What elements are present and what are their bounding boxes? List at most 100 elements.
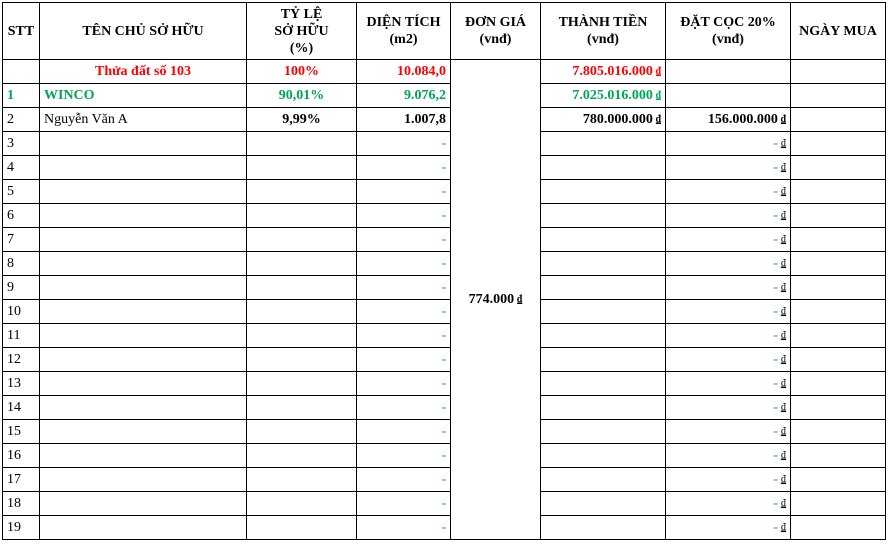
cell-total[interactable]: [540, 347, 666, 372]
cell-deposit[interactable]: - ₫: [665, 395, 791, 420]
cell-purchase-date[interactable]: [790, 83, 886, 108]
cell-ratio[interactable]: [246, 467, 357, 492]
cell-ratio[interactable]: [246, 299, 357, 324]
cell-owner-name[interactable]: [39, 155, 247, 180]
cell-deposit[interactable]: - ₫: [665, 419, 791, 444]
cell-purchase-date[interactable]: [790, 227, 886, 252]
plot-area-cell[interactable]: 10.084,0: [356, 59, 451, 84]
cell-owner-name[interactable]: [39, 299, 247, 324]
cell-owner-name[interactable]: [39, 347, 247, 372]
cell-ratio[interactable]: [246, 515, 357, 540]
cell-owner-name[interactable]: Nguyễn Văn A: [39, 107, 247, 132]
cell-stt[interactable]: 8: [2, 251, 40, 276]
cell-ratio[interactable]: 90,01%: [246, 83, 357, 108]
cell-purchase-date[interactable]: [790, 155, 886, 180]
cell-deposit[interactable]: 156.000.000 ₫: [665, 107, 791, 132]
cell-area[interactable]: -: [356, 347, 451, 372]
cell-owner-name[interactable]: [39, 179, 247, 204]
cell-deposit[interactable]: - ₫: [665, 299, 791, 324]
cell-ratio[interactable]: [246, 443, 357, 468]
cell-total[interactable]: [540, 467, 666, 492]
cell-purchase-date[interactable]: [790, 371, 886, 396]
cell-stt[interactable]: 9: [2, 275, 40, 300]
cell-stt[interactable]: 14: [2, 395, 40, 420]
cell-stt[interactable]: 7: [2, 227, 40, 252]
cell-total[interactable]: [540, 227, 666, 252]
cell-ratio[interactable]: [246, 371, 357, 396]
cell-area[interactable]: -: [356, 395, 451, 420]
cell-deposit[interactable]: - ₫: [665, 443, 791, 468]
cell-owner-name[interactable]: [39, 515, 247, 540]
cell-area[interactable]: -: [356, 491, 451, 516]
cell-stt[interactable]: 2: [2, 107, 40, 132]
cell-total[interactable]: [540, 491, 666, 516]
header-area[interactable]: DIỆN TÍCH (m2): [356, 2, 451, 60]
cell-owner-name[interactable]: [39, 467, 247, 492]
cell-purchase-date[interactable]: [790, 275, 886, 300]
cell-deposit[interactable]: - ₫: [665, 179, 791, 204]
cell-purchase-date[interactable]: [790, 299, 886, 324]
cell-ratio[interactable]: [246, 155, 357, 180]
cell-purchase-date[interactable]: [790, 515, 886, 540]
cell-total[interactable]: 7.025.016.000 ₫: [540, 83, 666, 108]
cell-area[interactable]: -: [356, 515, 451, 540]
cell-area[interactable]: -: [356, 155, 451, 180]
cell-area[interactable]: -: [356, 179, 451, 204]
plot-name-cell[interactable]: Thửa đất số 103: [39, 59, 247, 84]
cell-ratio[interactable]: [246, 347, 357, 372]
cell-ratio[interactable]: [246, 227, 357, 252]
cell-deposit[interactable]: - ₫: [665, 203, 791, 228]
plot-deposit-cell[interactable]: [665, 59, 791, 84]
cell-stt[interactable]: 1: [2, 83, 40, 108]
cell-stt[interactable]: 13: [2, 371, 40, 396]
cell-total[interactable]: [540, 299, 666, 324]
cell-owner-name[interactable]: [39, 275, 247, 300]
cell-ratio[interactable]: 9,99%: [246, 107, 357, 132]
header-owner[interactable]: TÊN CHỦ SỞ HỮU: [39, 2, 247, 60]
cell-stt[interactable]: 3: [2, 131, 40, 156]
cell-owner-name[interactable]: [39, 323, 247, 348]
cell-owner-name[interactable]: [39, 131, 247, 156]
cell-owner-name[interactable]: [39, 419, 247, 444]
cell-owner-name[interactable]: WINCO: [39, 83, 247, 108]
header-ratio[interactable]: TỶ LỆ SỞ HỮU (%): [246, 2, 357, 60]
cell-area[interactable]: -: [356, 323, 451, 348]
cell-area[interactable]: -: [356, 227, 451, 252]
cell-purchase-date[interactable]: [790, 323, 886, 348]
cell-ratio[interactable]: [246, 131, 357, 156]
cell-area[interactable]: 1.007,8: [356, 107, 451, 132]
cell-owner-name[interactable]: [39, 491, 247, 516]
cell-stt[interactable]: 16: [2, 443, 40, 468]
cell-total[interactable]: [540, 515, 666, 540]
cell-total[interactable]: [540, 179, 666, 204]
cell-purchase-date[interactable]: [790, 491, 886, 516]
cell-deposit[interactable]: - ₫: [665, 131, 791, 156]
cell-deposit[interactable]: - ₫: [665, 275, 791, 300]
cell-purchase-date[interactable]: [790, 203, 886, 228]
cell-area[interactable]: -: [356, 251, 451, 276]
cell-area[interactable]: -: [356, 203, 451, 228]
cell-purchase-date[interactable]: [790, 347, 886, 372]
cell-deposit[interactable]: - ₫: [665, 251, 791, 276]
cell-stt[interactable]: 12: [2, 347, 40, 372]
cell-deposit[interactable]: - ₫: [665, 515, 791, 540]
plot-ratio-cell[interactable]: 100%: [246, 59, 357, 84]
cell-owner-name[interactable]: [39, 371, 247, 396]
cell-owner-name[interactable]: [39, 395, 247, 420]
cell-total[interactable]: [540, 323, 666, 348]
cell-purchase-date[interactable]: [790, 467, 886, 492]
cell-total[interactable]: [540, 275, 666, 300]
unit-price-cell[interactable]: 774.000 ₫: [450, 59, 541, 540]
cell-purchase-date[interactable]: [790, 443, 886, 468]
cell-purchase-date[interactable]: [790, 251, 886, 276]
cell-owner-name[interactable]: [39, 227, 247, 252]
cell-total[interactable]: [540, 371, 666, 396]
cell-total[interactable]: [540, 203, 666, 228]
cell-ratio[interactable]: [246, 323, 357, 348]
cell-area[interactable]: -: [356, 131, 451, 156]
cell-owner-name[interactable]: [39, 443, 247, 468]
cell-total[interactable]: 780.000.000 ₫: [540, 107, 666, 132]
cell-stt[interactable]: 4: [2, 155, 40, 180]
cell-purchase-date[interactable]: [790, 419, 886, 444]
cell-purchase-date[interactable]: [790, 131, 886, 156]
